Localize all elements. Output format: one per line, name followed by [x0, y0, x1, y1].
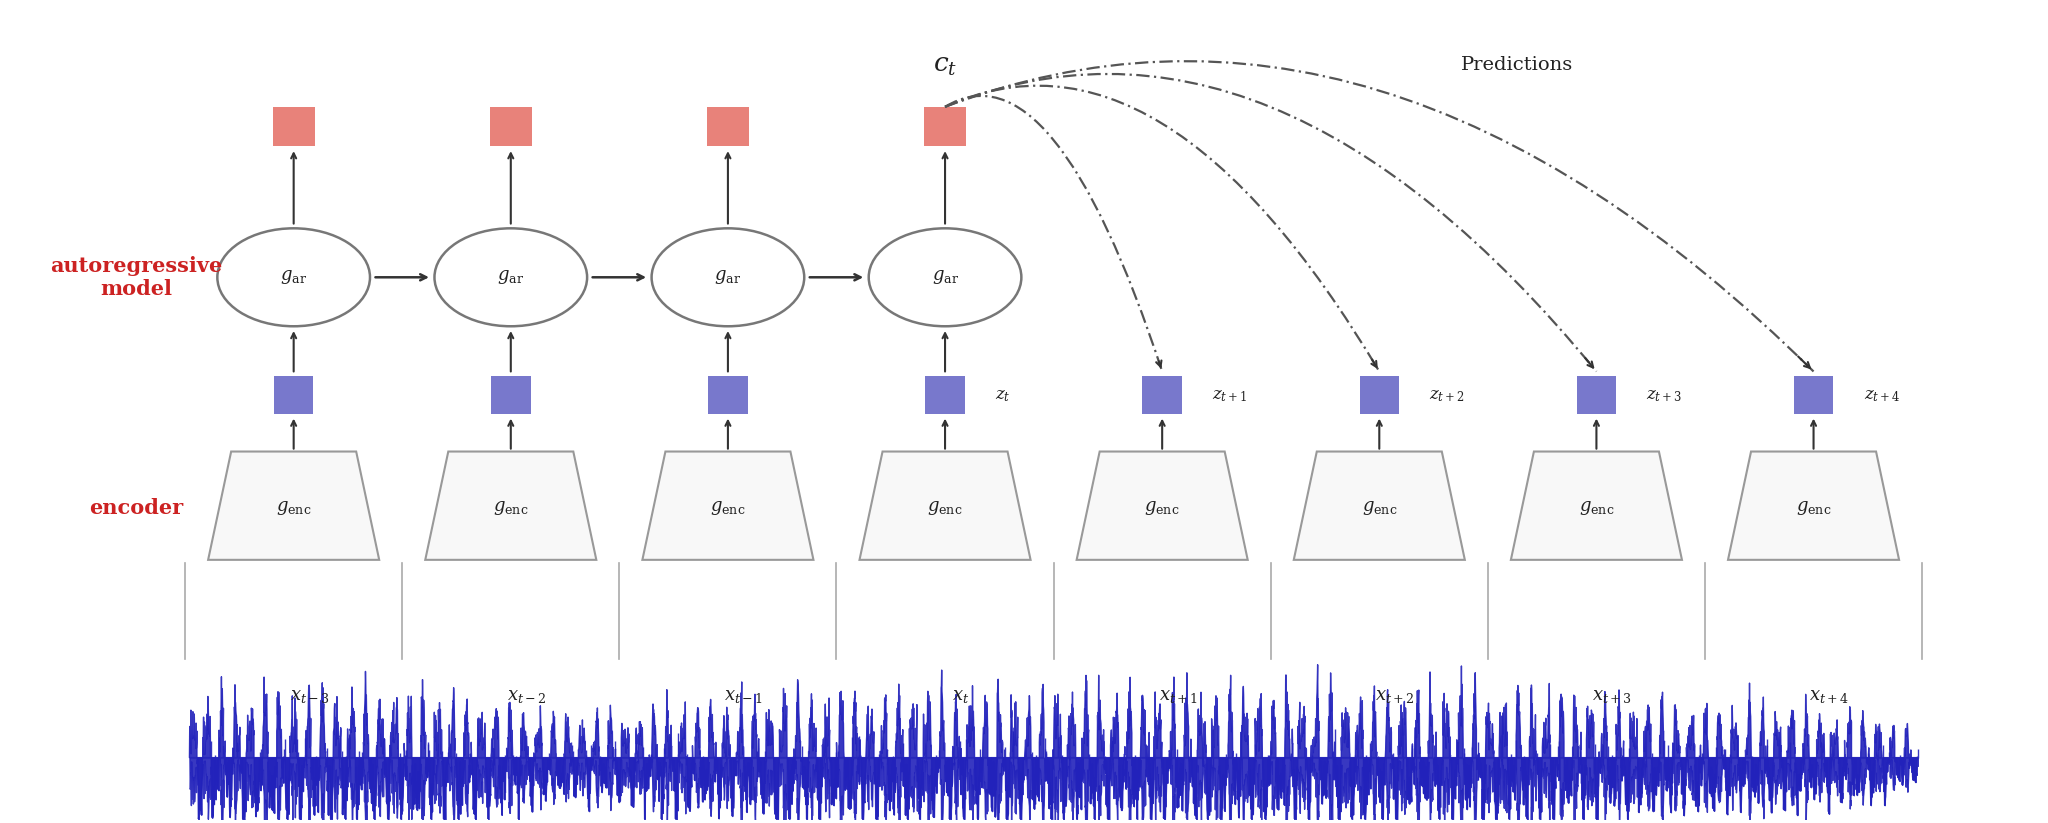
FancyBboxPatch shape — [489, 107, 532, 146]
FancyBboxPatch shape — [1360, 376, 1399, 414]
Text: $z_{t+4}$: $z_{t+4}$ — [1864, 387, 1901, 403]
Text: $x_{t+2}$: $x_{t+2}$ — [1376, 687, 1415, 705]
FancyBboxPatch shape — [1143, 376, 1182, 414]
Text: $g_{\mathrm{enc}}$: $g_{\mathrm{enc}}$ — [1796, 499, 1831, 517]
Text: $z_t$: $z_t$ — [995, 387, 1010, 403]
Text: autoregressive
model: autoregressive model — [49, 256, 221, 299]
Text: $g_{\mathrm{enc}}$: $g_{\mathrm{enc}}$ — [276, 499, 311, 517]
Polygon shape — [426, 452, 596, 560]
Polygon shape — [1294, 452, 1464, 560]
Polygon shape — [860, 452, 1030, 560]
Polygon shape — [1511, 452, 1681, 560]
Text: $g_{\mathrm{enc}}$: $g_{\mathrm{enc}}$ — [711, 499, 745, 517]
FancyBboxPatch shape — [926, 376, 965, 414]
Text: $x_{t+3}$: $x_{t+3}$ — [1593, 687, 1632, 705]
Polygon shape — [209, 452, 379, 560]
Text: $g_{\mathrm{enc}}$: $g_{\mathrm{enc}}$ — [1145, 499, 1180, 517]
Text: $z_{t+3}$: $z_{t+3}$ — [1647, 387, 1683, 403]
Polygon shape — [1077, 452, 1247, 560]
Ellipse shape — [651, 228, 805, 326]
Text: $g_{\mathrm{ar}}$: $g_{\mathrm{ar}}$ — [715, 268, 741, 286]
Text: $g_{\mathrm{ar}}$: $g_{\mathrm{ar}}$ — [498, 268, 524, 286]
Text: $g_{\mathrm{ar}}$: $g_{\mathrm{ar}}$ — [932, 268, 958, 286]
Text: $x_{t+1}$: $x_{t+1}$ — [1159, 687, 1198, 705]
Text: $x_{t-3}$: $x_{t-3}$ — [289, 687, 330, 705]
Text: $g_{\mathrm{enc}}$: $g_{\mathrm{enc}}$ — [494, 499, 528, 517]
Polygon shape — [1729, 452, 1898, 560]
FancyBboxPatch shape — [274, 376, 313, 414]
FancyBboxPatch shape — [272, 107, 315, 146]
Text: encoder: encoder — [88, 498, 182, 518]
Text: $x_{t+4}$: $x_{t+4}$ — [1808, 687, 1849, 705]
Text: $g_{\mathrm{enc}}$: $g_{\mathrm{enc}}$ — [928, 499, 963, 517]
Ellipse shape — [217, 228, 371, 326]
FancyBboxPatch shape — [492, 376, 530, 414]
FancyBboxPatch shape — [924, 107, 967, 146]
FancyBboxPatch shape — [707, 107, 750, 146]
Text: Predictions: Predictions — [1462, 57, 1573, 74]
Ellipse shape — [868, 228, 1022, 326]
FancyBboxPatch shape — [709, 376, 748, 414]
Text: $c_t$: $c_t$ — [934, 53, 956, 78]
Text: $z_{t+1}$: $z_{t+1}$ — [1212, 387, 1247, 403]
Text: $z_{t+2}$: $z_{t+2}$ — [1430, 387, 1464, 403]
Ellipse shape — [434, 228, 588, 326]
FancyBboxPatch shape — [1577, 376, 1616, 414]
Text: $g_{\mathrm{enc}}$: $g_{\mathrm{enc}}$ — [1579, 499, 1614, 517]
Text: $x_t$: $x_t$ — [952, 687, 969, 705]
Text: $x_{t-2}$: $x_{t-2}$ — [506, 687, 547, 705]
FancyBboxPatch shape — [1794, 376, 1833, 414]
Text: $g_{\mathrm{enc}}$: $g_{\mathrm{enc}}$ — [1362, 499, 1397, 517]
Polygon shape — [643, 452, 813, 560]
Text: $x_{t-1}$: $x_{t-1}$ — [725, 687, 764, 705]
Text: $g_{\mathrm{ar}}$: $g_{\mathrm{ar}}$ — [281, 268, 307, 286]
